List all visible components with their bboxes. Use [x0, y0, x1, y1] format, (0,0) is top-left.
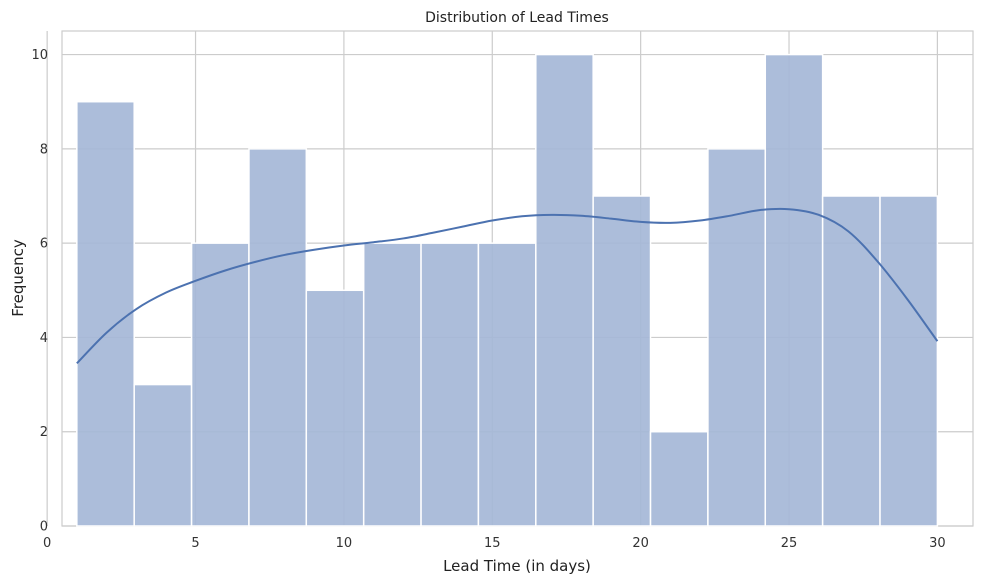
histogram-bar: [305, 289, 365, 527]
histogram-bar: [535, 53, 594, 527]
histogram-bar: [707, 148, 767, 527]
x-tick-labels: 0 5 10 15 20 25 30: [43, 536, 946, 551]
histogram-bar: [477, 242, 537, 527]
x-tick-label: 30: [929, 536, 946, 551]
y-tick-label: 2: [40, 425, 48, 440]
y-tick-label: 10: [31, 48, 48, 63]
chart-title: Distribution of Lead Times: [425, 10, 609, 26]
y-axis-label: Frequency: [9, 239, 27, 317]
x-tick-label: 10: [336, 536, 353, 551]
x-tick-label: 20: [632, 536, 649, 551]
x-tick-label: 25: [781, 536, 798, 551]
histogram-bar: [133, 383, 193, 527]
kde-curve-group: [76, 207, 939, 365]
y-tick-label: 4: [40, 331, 48, 346]
histogram-bar: [190, 242, 250, 527]
histogram-bar: [76, 100, 135, 527]
x-tick-label: 5: [191, 536, 199, 551]
y-tick-labels: 0 2 4 6 8 10: [31, 48, 48, 534]
histogram-bar: [879, 195, 939, 527]
x-tick-label: 0: [43, 536, 51, 551]
histogram-bars: [76, 53, 939, 527]
y-tick-label: 8: [40, 142, 48, 157]
histogram-bar: [420, 242, 480, 527]
kde-curve: [76, 207, 939, 365]
x-tick-label: 15: [484, 536, 501, 551]
histogram-bar: [649, 430, 709, 527]
y-tick-label: 0: [40, 520, 48, 535]
y-tick-label: 6: [40, 237, 48, 252]
histogram-bar: [764, 53, 824, 527]
histogram-bar: [821, 195, 881, 527]
histogram-bar: [248, 148, 308, 527]
histogram-bar: [362, 242, 422, 527]
x-axis-label: Lead Time (in days): [443, 557, 591, 575]
histogram-bar: [592, 195, 652, 527]
